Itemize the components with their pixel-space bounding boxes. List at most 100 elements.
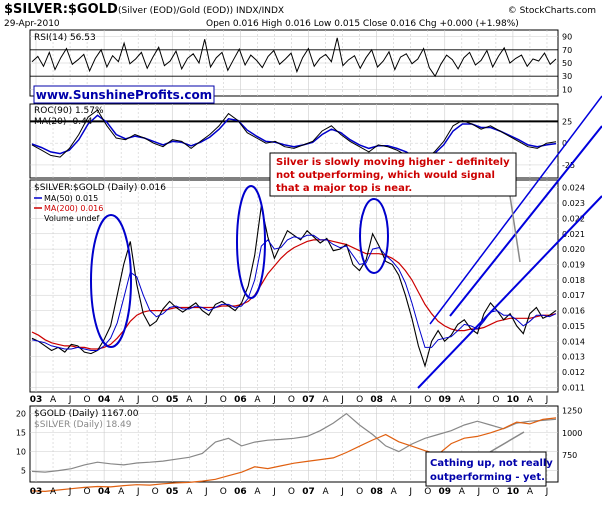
x-tick-label-main: J: [340, 395, 344, 405]
x-tick-label-main: 10: [507, 395, 520, 405]
roc-ma-label: MA(20) -0.44: [34, 117, 93, 127]
main-note-line-2: not outperforming, which would signal: [276, 170, 495, 181]
x-tick-label-bottom: O: [152, 487, 159, 497]
bottom-left-tick-label: 10: [16, 448, 26, 457]
bottom-note-line-2: outperforming - yet.: [430, 472, 545, 483]
x-tick-label-bottom: 05: [166, 487, 179, 497]
rsi-tick-label: 90: [562, 33, 572, 42]
rsi-layer: [31, 37, 557, 78]
bottom-annotation-arrow: [489, 431, 525, 453]
x-tick-label-bottom: 08: [370, 487, 383, 497]
roc-tick-label: 0: [562, 139, 567, 148]
watermark-text: www.SunshineProfits.com: [36, 88, 212, 102]
rsi-tick-label: 30: [562, 72, 572, 81]
x-tick-label-main: 07: [302, 395, 315, 405]
x-tick-label-bottom: 09: [439, 487, 452, 497]
x-tick-label-bottom: J: [68, 487, 72, 497]
roc-layer: [31, 109, 557, 163]
x-tick-label-main: J: [136, 395, 140, 405]
x-tick-label-main: A: [527, 395, 534, 405]
gold-label: $GOLD (Daily) 1167.00: [34, 409, 139, 419]
roc-label: ROC(90) 1.57%: [34, 106, 104, 116]
main-note-line-3: that a major top is near.: [276, 183, 412, 194]
legend-volume: Volume undef: [44, 214, 99, 223]
main-tick-label: 0.015: [562, 322, 585, 331]
main-note-line-1: Silver is slowly moving higher - definit…: [276, 157, 510, 168]
x-tick-label-bottom: O: [84, 487, 91, 497]
chart-title: $SILVER:$GOLD: [4, 2, 118, 17]
bottom-note-box: [425, 451, 547, 487]
brand-label: © StockCharts.com: [508, 6, 596, 16]
rsi-tick-label: 50: [562, 59, 572, 68]
x-tick-label-main: O: [288, 395, 295, 405]
ma200-line: [31, 239, 557, 350]
x-tick-label-bottom: J: [408, 487, 412, 497]
x-tick-label-bottom: O: [492, 487, 499, 497]
x-tick-label-bottom: A: [50, 487, 57, 497]
bottom-left-tick-label: 5: [21, 467, 26, 476]
x-tick-label-main: 04: [98, 395, 111, 405]
x-tick-label-bottom: A: [186, 487, 193, 497]
x-tick-label-main: A: [391, 395, 398, 405]
x-tick-label-bottom: J: [136, 487, 140, 497]
x-tick-label-main: J: [272, 395, 276, 405]
main-tick-label: 0.011: [562, 383, 585, 392]
x-tick-label-main: 06: [234, 395, 247, 405]
x-tick-label-main: 08: [370, 395, 383, 405]
x-tick-label-main: A: [254, 395, 261, 405]
x-tick-label-bottom: O: [424, 487, 431, 497]
x-tick-label-main: J: [545, 395, 549, 405]
main-annotation: Silver is slowly moving higher - definit…: [269, 152, 521, 263]
bottom-right-tick-label: 1000: [562, 429, 582, 438]
chart-subtitle: (Silver (EOD)/Gold (EOD)) INDX/INDX: [118, 6, 284, 16]
x-tick-label-bottom: O: [220, 487, 227, 497]
annotation-arrow: [509, 195, 521, 263]
legend-ma200: MA(200) 0.016: [44, 204, 103, 213]
roc-tick-label: 25: [562, 117, 572, 126]
price-line: [31, 205, 557, 368]
x-tick-label-bottom: O: [288, 487, 295, 497]
x-tick-label-main: O: [220, 395, 227, 405]
ohlc-readout: Open 0.016 High 0.016 Low 0.015 Close 0.…: [206, 19, 519, 29]
x-tick-label-bottom: J: [204, 487, 208, 497]
x-tick-label-bottom: A: [527, 487, 534, 497]
trend-line-upper-2: [429, 95, 602, 325]
rsi-line: [31, 37, 557, 78]
x-tick-label-main: J: [68, 395, 72, 405]
x-tick-label-bottom: A: [118, 487, 125, 497]
x-tick-label-bottom: 06: [234, 487, 247, 497]
x-tick-label-bottom: A: [391, 487, 398, 497]
highlight-ellipse-2008: [359, 198, 389, 274]
chart-date: 29-Apr-2010: [4, 19, 60, 29]
bottom-annotation: Cathing up, not really outperforming - y…: [425, 431, 553, 487]
x-tick-label-main: O: [424, 395, 431, 405]
main-tick-label: 0.021: [562, 230, 585, 239]
bottom-right-tick-label: 1250: [562, 406, 582, 415]
rsi-tick-label: 10: [562, 85, 572, 94]
x-tick-label-main: A: [459, 395, 466, 405]
x-tick-label-main: 05: [166, 395, 179, 405]
x-tick-label-main: J: [408, 395, 412, 405]
legend-ma50: MA(50) 0.015: [44, 194, 98, 203]
x-tick-label-bottom: A: [459, 487, 466, 497]
x-tick-label-main: J: [204, 395, 208, 405]
x-tick-label-main: J: [477, 395, 481, 405]
tick-layer: 0303AAJJOO0404AAJJOO0505AAJJOO0606AAJJOO…: [16, 33, 585, 497]
x-tick-label-bottom: 04: [98, 487, 111, 497]
ma50-line: [31, 234, 557, 351]
highlight-ellipse-2004: [90, 214, 132, 348]
main-tick-label: 0.017: [562, 291, 585, 300]
x-tick-label-main: A: [186, 395, 193, 405]
silver-label: $SILVER (Daily) 18.49: [34, 420, 132, 430]
x-tick-label-main: A: [118, 395, 125, 405]
rsi-tick-label: 70: [562, 46, 572, 55]
x-tick-label-main: O: [152, 395, 159, 405]
watermark-box: [33, 85, 215, 104]
x-tick-label-main: O: [84, 395, 91, 405]
x-tick-label-bottom: 03: [30, 487, 43, 497]
x-tick-label-bottom: J: [340, 487, 344, 497]
x-tick-label-bottom: A: [322, 487, 329, 497]
x-tick-label-bottom: 10: [507, 487, 520, 497]
